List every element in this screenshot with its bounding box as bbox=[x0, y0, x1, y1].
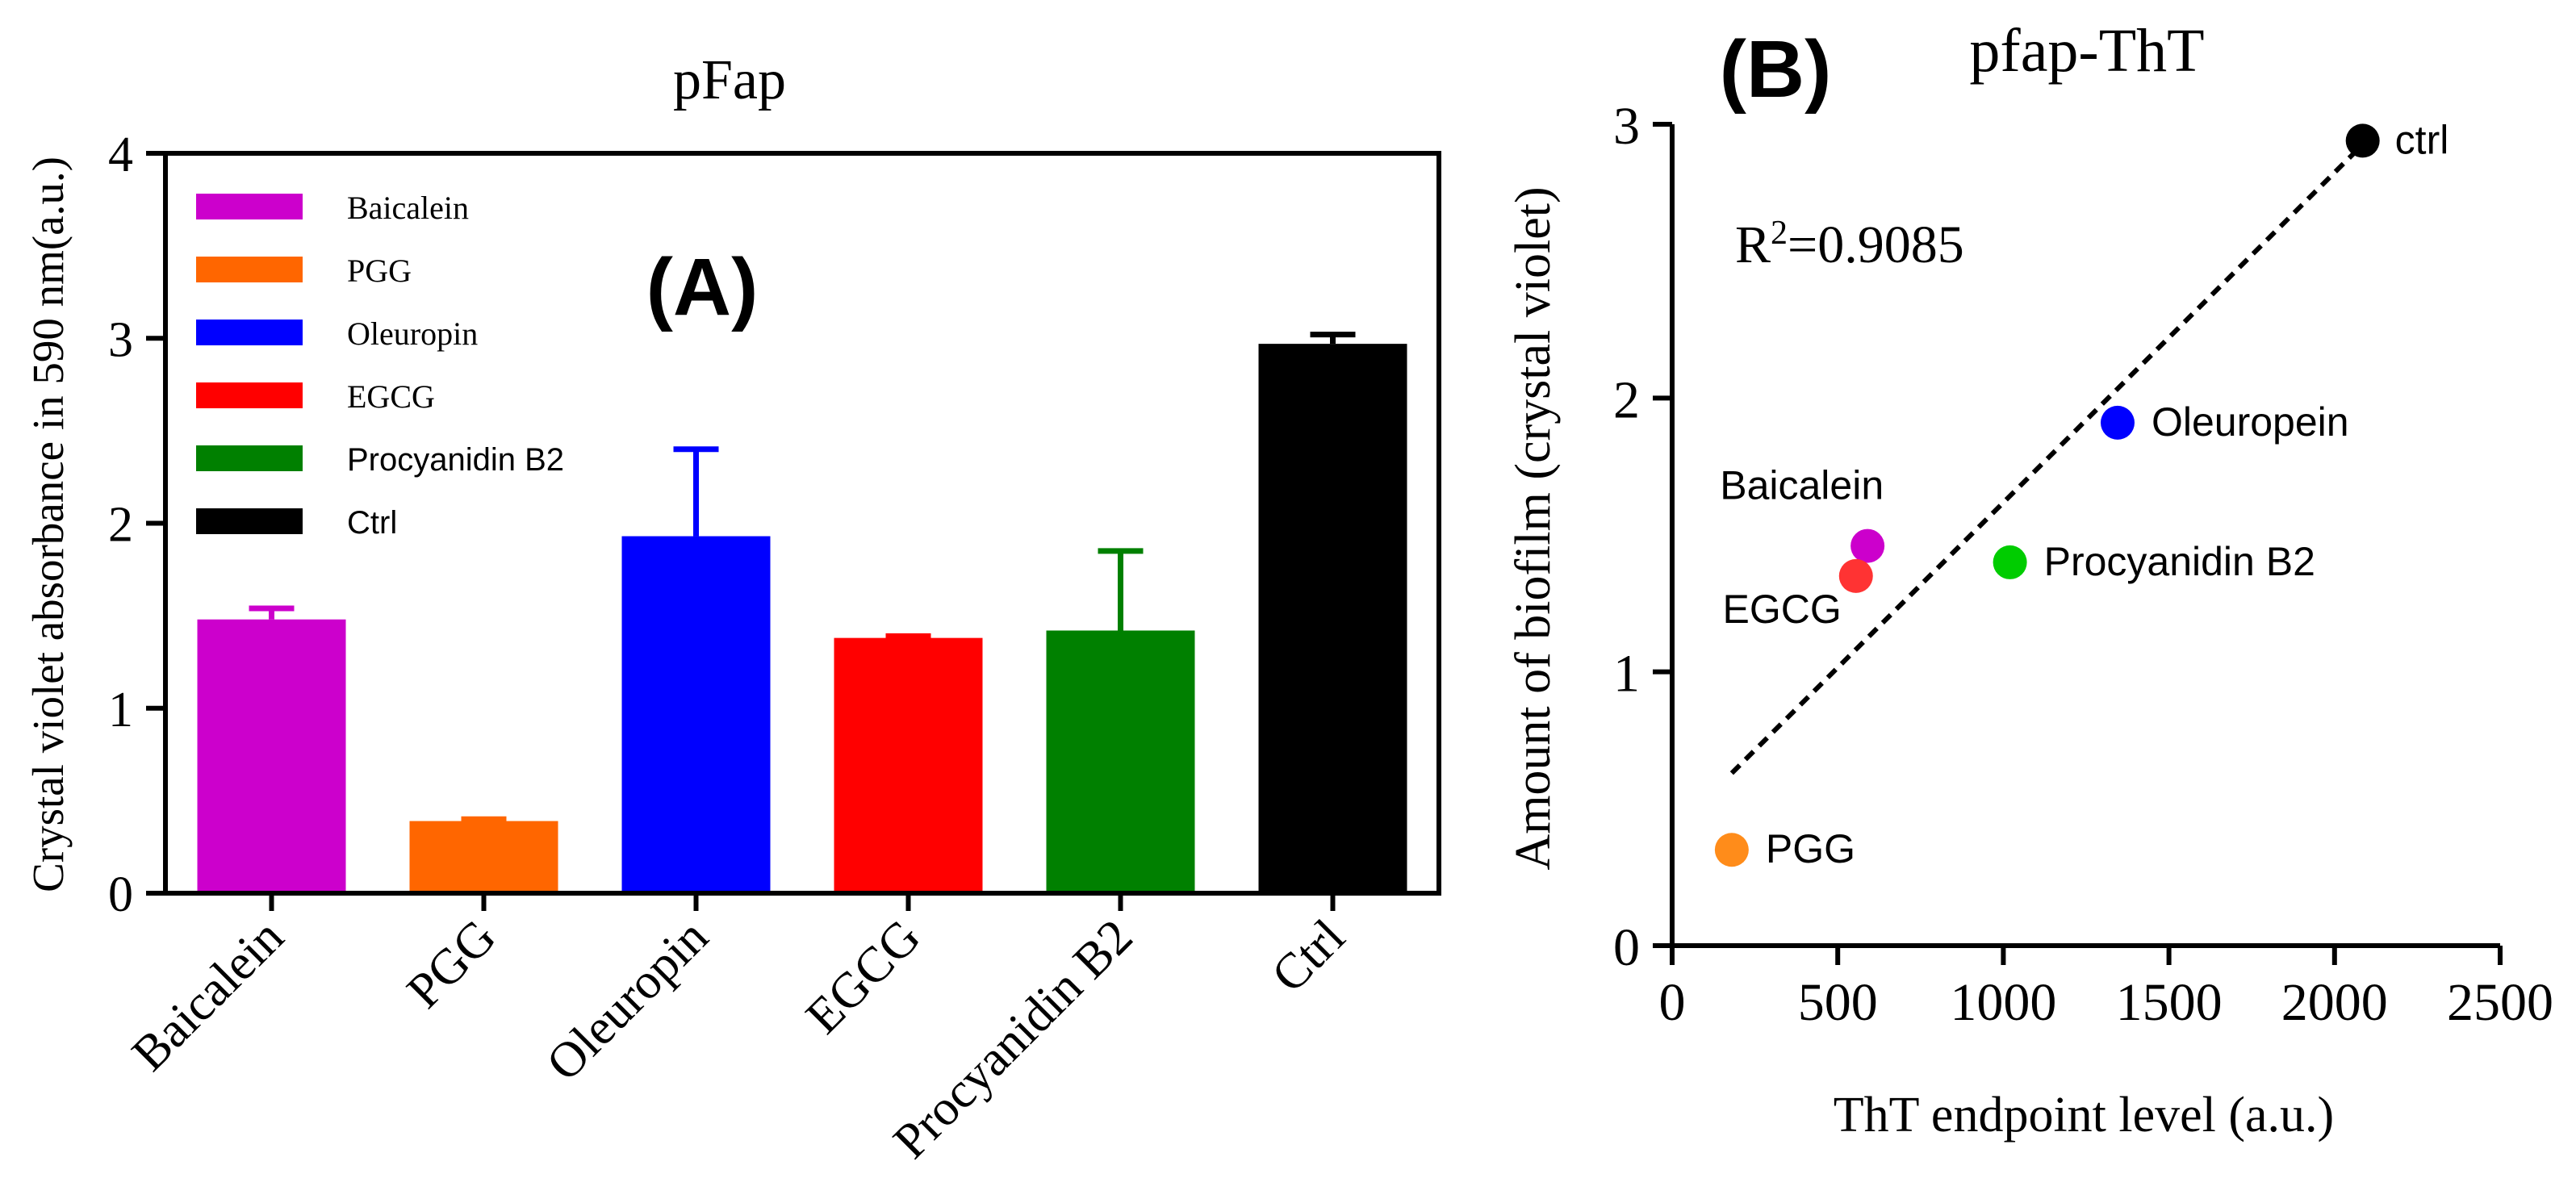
panel-a-title: pFap bbox=[673, 49, 786, 111]
panel-b-title: pfap-ThT bbox=[1969, 17, 2204, 85]
panel-a-label: (A) bbox=[646, 242, 759, 332]
panel-b-x-tick-label: 1000 bbox=[1950, 973, 2056, 1032]
panel-a-x-tick-label: EGCG bbox=[796, 909, 930, 1044]
point-label-procyanidin-b2: Procyanidin B2 bbox=[2044, 539, 2315, 584]
panel-a-y-tick-label: 2 bbox=[108, 498, 133, 553]
legend-swatch-pgg bbox=[196, 257, 303, 282]
panel-b-x-tick-label: 0 bbox=[1659, 973, 1686, 1032]
panel-a-y-tick-label: 1 bbox=[108, 683, 133, 737]
panel-a-y-tick-label: 3 bbox=[108, 312, 133, 367]
panel-a-plot-frame bbox=[163, 151, 1441, 896]
panel-b-x-tick-label: 2000 bbox=[2281, 973, 2388, 1032]
panel-a-x-tick-label: Oleuropin bbox=[537, 909, 719, 1092]
regression-line bbox=[1729, 144, 2363, 775]
point-procyanidin-b2 bbox=[1993, 545, 2027, 579]
bar-ctrl bbox=[1258, 344, 1407, 893]
panel-a-y-axis-label: Crystal violet absorbance in 590 nm(a.u.… bbox=[23, 157, 73, 892]
panel-b-x-tick-label: 2500 bbox=[2447, 973, 2553, 1032]
panel-b-y-tick-label: 3 bbox=[1613, 97, 1640, 156]
legend-swatch-procyanidin-b2 bbox=[196, 445, 303, 471]
point-label-ctrl: ctrl bbox=[2395, 117, 2449, 162]
legend-label-egcg: EGCG bbox=[347, 378, 435, 415]
panel-b-scatter-chart: (B) pfap-ThT Amount of biofilm (crystal … bbox=[1506, 17, 2553, 1143]
panel-a-bars bbox=[197, 344, 1407, 893]
r-squared-annotation: R2=0.9085 bbox=[1735, 215, 1964, 274]
panel-a-error-bars bbox=[249, 332, 1356, 822]
point-baicalein bbox=[1850, 528, 1885, 563]
panel-b-y-axis-label: Amount of biofilm (crystal violet) bbox=[1506, 186, 1561, 870]
panel-b-y-tick-label: 0 bbox=[1613, 918, 1640, 977]
panel-b-y-ticks: 0 1 2 3 bbox=[1613, 97, 1672, 977]
r-squared-symbol: R bbox=[1735, 215, 1771, 274]
panel-b-y-tick-label: 1 bbox=[1613, 645, 1640, 704]
point-label-baicalein: Baicalein bbox=[1720, 463, 1884, 508]
bar-procyanidin-b2 bbox=[1046, 630, 1195, 893]
panel-a-y-ticks: 0 1 2 3 4 bbox=[108, 127, 165, 922]
bar-baicalein bbox=[197, 619, 346, 893]
legend-swatch-baicalein bbox=[196, 194, 303, 219]
panel-a-x-tick-label: Baicalein bbox=[122, 909, 295, 1082]
panel-b-x-tick-label: 1500 bbox=[2116, 973, 2223, 1032]
r-squared-exponent: 2 bbox=[1771, 215, 1788, 252]
bar-oleuropin bbox=[621, 536, 771, 893]
legend-label-pgg: PGG bbox=[347, 253, 412, 289]
legend-label-baicalein: Baicalein bbox=[347, 190, 469, 226]
panel-a-y-tick-label: 0 bbox=[108, 867, 133, 922]
point-label-egcg: EGCG bbox=[1723, 587, 1842, 632]
panel-a-x-tick-label: PGG bbox=[397, 909, 507, 1019]
legend-swatch-egcg bbox=[196, 382, 303, 408]
panel-b-x-tick-label: 500 bbox=[1798, 973, 1878, 1032]
panel-a-x-tick-label: Ctrl bbox=[1261, 909, 1355, 1003]
panel-b-y-tick-label: 2 bbox=[1613, 370, 1640, 429]
panel-a-bar-chart: pFap (A) Crystal violet absorbance in 59… bbox=[23, 49, 1441, 1169]
panel-a-y-tick-label: 4 bbox=[108, 127, 133, 182]
legend-swatch-ctrl bbox=[196, 508, 303, 534]
panel-a-legend: Baicalein PGG Oleuropin EGCG Procyanidin B2 C… bbox=[196, 190, 564, 541]
point-label-pgg: PGG bbox=[1766, 826, 1855, 871]
point-oleuropein bbox=[2100, 405, 2135, 440]
legend-label-oleuropin: Oleuropin bbox=[347, 315, 478, 352]
point-pgg bbox=[1714, 833, 1749, 867]
legend-swatch-oleuropin bbox=[196, 320, 303, 345]
legend-label-ctrl: Ctrl bbox=[347, 505, 397, 541]
bar-pgg bbox=[409, 821, 558, 893]
panel-b-points: ctrl Oleuropein Baicalein Procyanidin B2 EGC… bbox=[1714, 117, 2449, 871]
r-squared-value: =0.9085 bbox=[1788, 215, 1964, 274]
panel-b-x-axis-label: ThT endpoint level (a.u.) bbox=[1834, 1088, 2334, 1143]
point-label-oleuropein: Oleuropein bbox=[2152, 399, 2349, 445]
panel-b-label: (B) bbox=[1720, 24, 1832, 115]
point-ctrl bbox=[2345, 123, 2380, 158]
bar-egcg bbox=[834, 637, 983, 893]
legend-label-procyanidin-b2: Procyanidin B2 bbox=[347, 442, 564, 478]
point-egcg bbox=[1838, 558, 1873, 593]
panel-b-x-ticks: 0 500 1000 1500 2000 2500 bbox=[1659, 946, 2553, 1032]
